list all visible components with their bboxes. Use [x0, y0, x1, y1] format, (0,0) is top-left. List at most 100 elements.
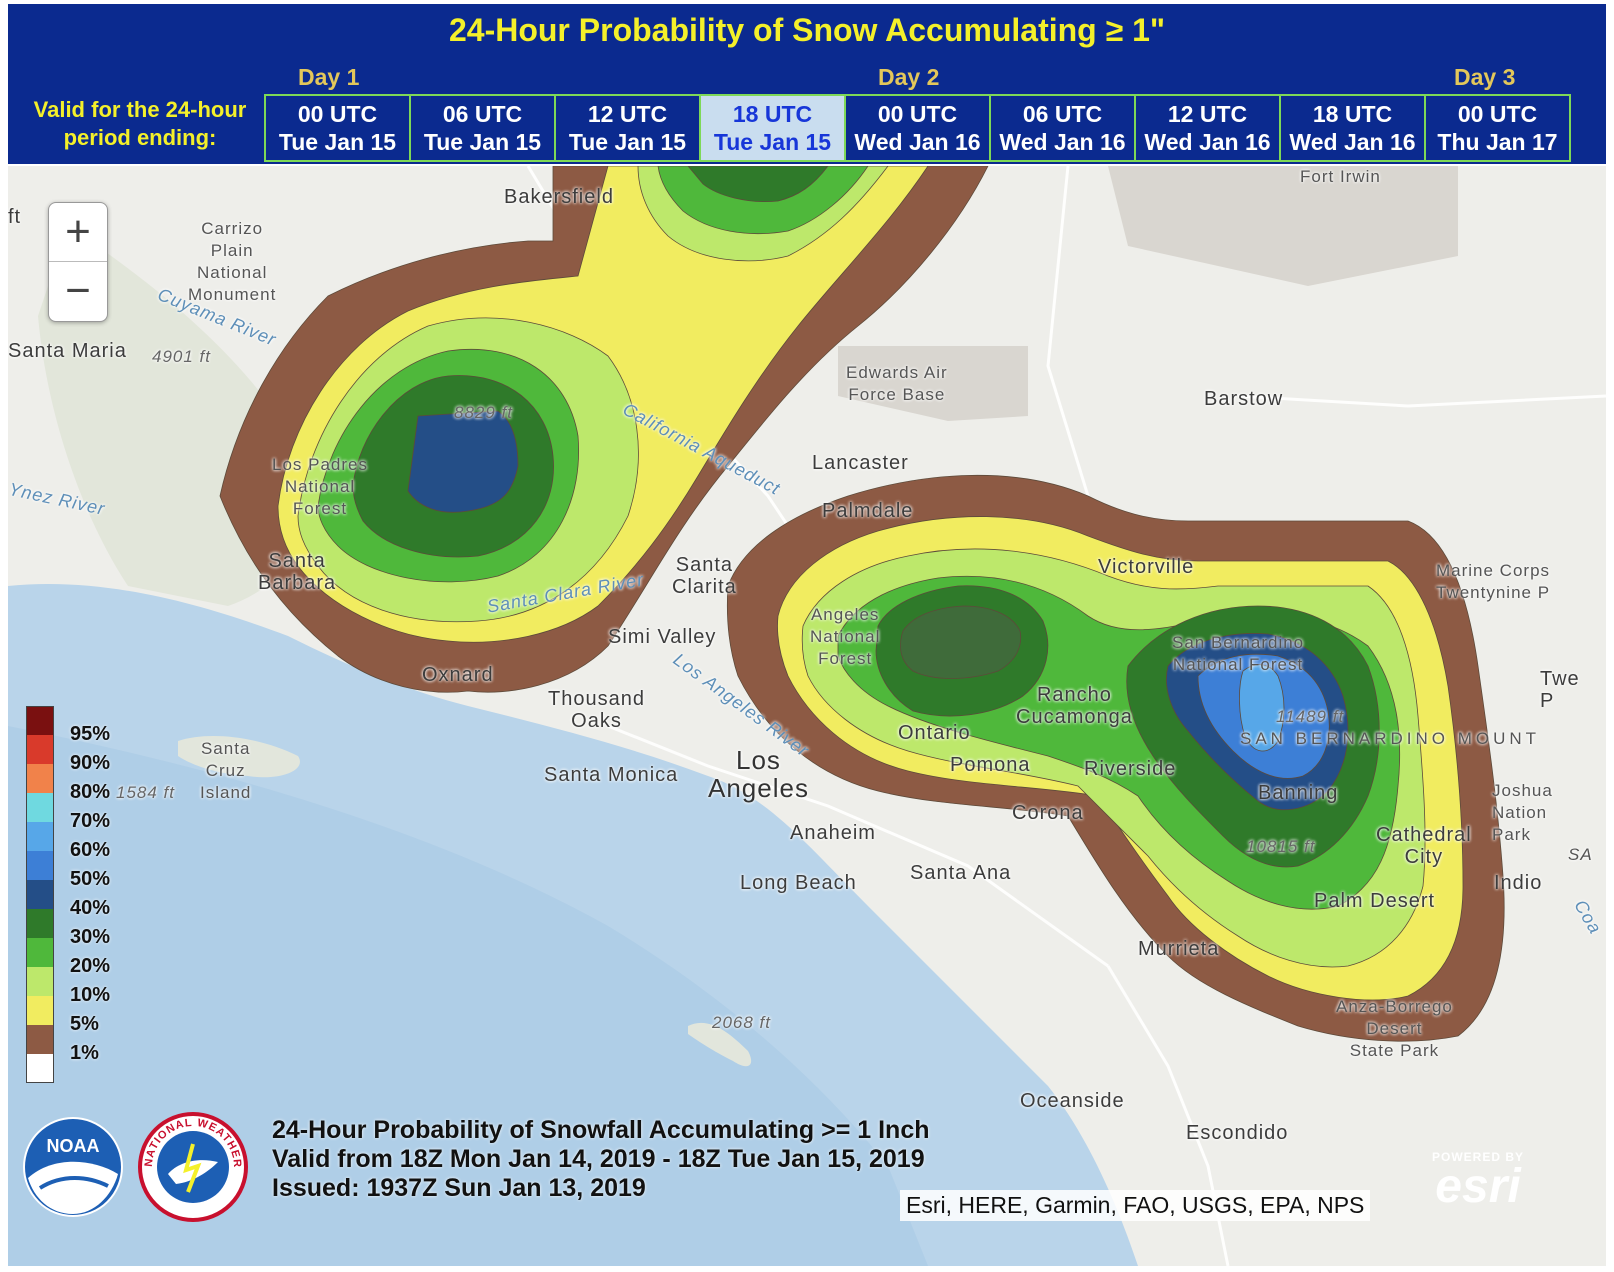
label-line: Forest	[292, 499, 348, 518]
label-palmdale: Palmdale	[822, 500, 914, 522]
tab-time: 06 UTC	[442, 101, 523, 127]
label-line: Twe	[1540, 668, 1580, 690]
label-sa: SA	[1568, 845, 1593, 864]
label-lancaster: Lancaster	[812, 452, 909, 474]
legend-swatch	[26, 735, 54, 764]
label-ft-left: ft	[8, 206, 22, 228]
label-murrieta: Murrieta	[1138, 938, 1220, 960]
tab-12utc-wed-jan-16[interactable]: 12 UTC Wed Jan 16	[1134, 94, 1281, 162]
label-fort-irwin: Fort Irwin	[1300, 167, 1381, 186]
label-elev-2068: 2068 ft	[712, 1013, 771, 1032]
legend-label: 80%	[70, 781, 111, 803]
tab-00utc-tue-jan-15[interactable]: 00 UTC Tue Jan 15	[264, 94, 411, 162]
esri-logo[interactable]: POWERED BY esri	[1432, 1150, 1524, 1211]
label-oxnard: Oxnard	[422, 664, 494, 686]
legend-label: 30%	[70, 926, 111, 948]
label-line: National Forest	[1172, 655, 1304, 674]
day-2-label: Day 2	[878, 64, 940, 90]
label-line: Angeles	[708, 773, 809, 803]
label-los-padres: Los Padres National Forest	[272, 454, 368, 520]
map-view[interactable]: + − ft Bakersfield Fort Irwin Carrizo Pla…	[8, 166, 1606, 1266]
tab-date: Tue Jan 15	[568, 129, 687, 155]
tab-06utc-wed-jan-16[interactable]: 06 UTC Wed Jan 16	[989, 94, 1136, 162]
tab-18utc-wed-jan-16[interactable]: 18 UTC Wed Jan 16	[1279, 94, 1426, 162]
tab-time: 00 UTC	[1457, 101, 1538, 127]
label-banning: Banning	[1258, 782, 1339, 804]
valid-period-label: Valid for the 24-hour period ending:	[16, 96, 264, 152]
label-line: Cathedral	[1376, 824, 1472, 846]
legend-label: 1%	[70, 1042, 99, 1064]
label-thousand-oaks: Thousand Oaks	[548, 688, 645, 732]
label-line: Oaks	[571, 710, 622, 732]
tab-12utc-tue-jan-15[interactable]: 12 UTC Tue Jan 15	[554, 94, 701, 162]
tab-date: Wed Jan 16	[999, 129, 1126, 155]
label-carrizo: Carrizo Plain National Monument	[188, 218, 276, 306]
snow-probability-east	[726, 474, 1505, 1042]
label-ontario: Ontario	[898, 722, 971, 744]
contour-40pct-west	[407, 410, 519, 513]
tab-06utc-tue-jan-15[interactable]: 06 UTC Tue Jan 15	[409, 94, 556, 162]
label-marine-corps: Marine Corps Twentynine P	[1436, 560, 1550, 604]
tab-time: 00 UTC	[877, 101, 958, 127]
label-angeles-nf: Angeles National Forest	[810, 604, 880, 670]
label-escondido: Escondido	[1186, 1122, 1289, 1144]
tab-date: Wed Jan 16	[1144, 129, 1271, 155]
caption-valid-period: Valid from 18Z Mon Jan 14, 2019 - 18Z Tu…	[272, 1145, 925, 1173]
label-elev-10815: 10815 ft	[1246, 837, 1316, 856]
label-san-bernardino-mountains: SAN BERNARDINO MOUNT	[1240, 729, 1541, 748]
catalina-island	[688, 1022, 752, 1067]
zoom-control: + −	[48, 202, 108, 322]
label-line: National	[810, 627, 881, 646]
label-line: Los Padres	[272, 455, 368, 474]
legend-swatch	[26, 909, 54, 938]
label-line: Twentynine P	[1436, 583, 1551, 602]
label-line: Force Base	[848, 385, 946, 404]
label-line: Los	[736, 745, 781, 775]
label-line: Santa	[675, 554, 734, 576]
label-bakersfield: Bakersfield	[504, 186, 614, 208]
label-santa-maria: Santa Maria	[8, 340, 127, 362]
map-caption: 24-Hour Probability of Snowfall Accumula…	[272, 1116, 930, 1203]
header-title: 24-Hour Probability of Snow Accumulating…	[448, 12, 1166, 48]
tab-date: Tue Jan 15	[278, 129, 397, 155]
label-line: Forest	[818, 649, 873, 668]
label-long-beach: Long Beach	[740, 872, 857, 894]
noaa-logo-icon: NOAA	[23, 1117, 123, 1217]
legend-label: 5%	[70, 1013, 99, 1035]
label-line: Desert	[1366, 1019, 1423, 1038]
tab-00utc-thu-jan-17[interactable]: 00 UTC Thu Jan 17	[1424, 94, 1571, 162]
tab-18utc-tue-jan-15[interactable]: 18 UTC Tue Jan 15	[699, 94, 846, 162]
zoom-out-button[interactable]: −	[65, 266, 91, 315]
label-line: Park	[1492, 825, 1531, 844]
map-attribution[interactable]: Esri, HERE, Garmin, FAO, USGS, EPA, NPS	[900, 1190, 1371, 1221]
tab-00utc-wed-jan-16[interactable]: 00 UTC Wed Jan 16	[844, 94, 991, 162]
legend-label: 40%	[70, 897, 111, 919]
label-line: Cruz	[205, 761, 246, 780]
label-cathedral-city: Cathedral City	[1376, 824, 1472, 868]
label-san-bernardino-nf: San Bernardino National Forest	[1172, 632, 1304, 676]
tab-time: 00 UTC	[297, 101, 378, 127]
label-line: Santa	[200, 739, 251, 758]
label-elev-1584: 1584 ft	[116, 783, 175, 802]
zoom-in-button[interactable]: +	[49, 203, 107, 262]
contour-30pct-north	[687, 166, 829, 203]
label-line: Clarita	[672, 576, 737, 598]
label-line: National	[284, 477, 356, 496]
label-corona: Corona	[1012, 802, 1084, 824]
label-line: Nation	[1492, 803, 1548, 822]
label-line: Carrizo	[201, 219, 264, 238]
label-line: National	[196, 263, 268, 282]
caption-title: 24-Hour Probability of Snowfall Accumula…	[272, 1116, 930, 1144]
label-palm-desert: Palm Desert	[1314, 890, 1436, 912]
label-anaheim: Anaheim	[790, 822, 876, 844]
label-santa-barbara: Santa Barbara	[258, 550, 336, 594]
map-canvas	[8, 166, 1606, 1266]
legend-label: 95%	[70, 723, 111, 745]
tab-date: Thu Jan 17	[1437, 129, 1558, 155]
label-line: Plain	[210, 241, 254, 260]
contour-60pct-east	[1239, 664, 1285, 752]
label-line: Monument	[188, 285, 277, 304]
desert-shading	[1108, 166, 1458, 286]
legend-swatch	[26, 706, 54, 735]
label-elev-11489: 11489 ft	[1276, 707, 1345, 726]
